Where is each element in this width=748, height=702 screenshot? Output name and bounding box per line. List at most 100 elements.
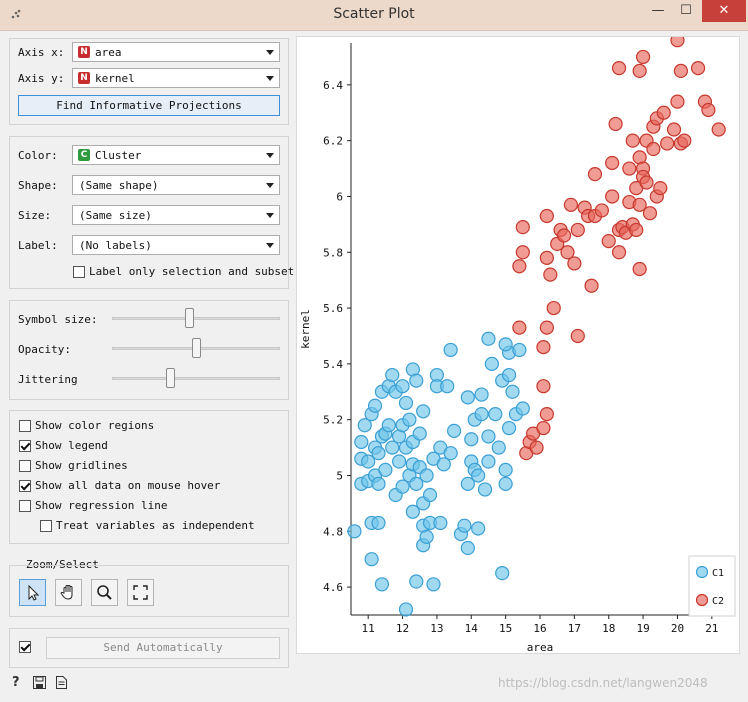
report-icon[interactable]: [56, 676, 67, 689]
data-point-c2: [584, 278, 599, 293]
data-point-c2: [632, 63, 647, 79]
save-icon[interactable]: [33, 676, 46, 689]
data-point-c1: [477, 482, 493, 497]
y-tick-label: 4.8: [323, 525, 343, 538]
treat-variables-independent-checkbox[interactable]: [40, 520, 52, 532]
y-tick-label: 5.4: [323, 358, 343, 371]
show-legend-checkbox[interactable]: [19, 440, 31, 452]
size-label: Size:: [18, 209, 52, 222]
color-value: Cluster: [95, 149, 142, 162]
help-icon[interactable]: ?: [12, 675, 20, 690]
data-point-c1: [446, 423, 462, 438]
data-point-c2: [666, 122, 682, 137]
pan-hand-icon: [60, 585, 73, 600]
data-point-c1: [460, 540, 475, 556]
data-point-c2: [594, 203, 609, 218]
shape-label: Shape:: [18, 179, 58, 192]
y-tick-label: 6.2: [323, 135, 343, 148]
y-tick-label: 5.6: [323, 302, 343, 315]
treat-variables-independent-label: Treat variables as independent: [56, 519, 255, 532]
axis-x-select[interactable]: N area: [72, 42, 280, 62]
send-automatically-button[interactable]: Send Automatically: [46, 637, 280, 659]
x-tick-label: 15: [499, 622, 512, 635]
data-point-c2: [608, 116, 623, 132]
data-point-c1: [385, 367, 400, 383]
data-point-c2: [656, 105, 671, 120]
y-tick-label: 6.4: [323, 79, 343, 92]
data-point-c1: [354, 434, 369, 450]
data-point-c1: [440, 379, 455, 394]
axis-x-label: Axis x:: [18, 46, 65, 59]
categorical-variable-icon: C: [78, 149, 90, 161]
data-point-c2: [539, 250, 554, 265]
data-point-c1: [357, 418, 372, 433]
zoom-tool-button[interactable]: [91, 579, 118, 606]
data-point-c1: [515, 401, 530, 416]
find-informative-projections-button[interactable]: Find Informative Projections: [18, 95, 280, 116]
data-point-c1: [498, 462, 513, 478]
show-color-regions-checkbox[interactable]: [19, 420, 31, 432]
data-point-c2: [529, 440, 544, 455]
data-point-c2: [622, 161, 637, 176]
data-point-c1: [405, 504, 420, 519]
send-automatically-checkbox[interactable]: [19, 641, 31, 653]
x-tick-label: 20: [671, 622, 684, 635]
x-axis-title: area: [527, 641, 554, 653]
y-tick-label: 6: [336, 190, 343, 203]
data-point-c2: [625, 133, 640, 148]
color-select[interactable]: C Cluster: [72, 145, 280, 165]
data-point-c1: [412, 426, 427, 441]
data-point-c2: [642, 206, 658, 221]
reset-zoom-button[interactable]: [127, 579, 154, 606]
opacity-handle[interactable]: [191, 338, 201, 358]
close-button[interactable]: ✕: [702, 0, 746, 22]
show-all-data-on-hover-label: Show all data on mouse hover: [35, 479, 221, 492]
show-gridlines-checkbox[interactable]: [19, 460, 31, 472]
y-tick-label: 4.6: [323, 581, 343, 594]
maximize-button[interactable]: ☐: [680, 3, 692, 18]
jittering-handle[interactable]: [166, 368, 176, 388]
symbol-size-handle[interactable]: [185, 308, 195, 328]
plot-area[interactable]: 11 12 13 14 15 16 17 18 19 20 21 4.6 4.8 5 5.2 5.4 5.6 5.…: [296, 33, 740, 654]
jittering-track[interactable]: [112, 377, 280, 380]
axis-y-label: Axis y:: [18, 72, 65, 85]
data-point-c1: [367, 398, 383, 413]
scatter-plot[interactable]: 11 12 13 14 15 16 17 18 19 20 21 4.6 4.8 5 5.2 5.4 5.6 5.…: [297, 33, 739, 654]
legend-marker-c2: [695, 593, 709, 607]
data-point-c1: [498, 337, 513, 352]
data-point-c1: [409, 476, 424, 491]
color-label: Color:: [18, 149, 58, 162]
show-all-data-on-hover-checkbox[interactable]: [19, 480, 31, 492]
pan-tool-button[interactable]: [55, 579, 82, 606]
show-regression-line-checkbox[interactable]: [19, 500, 31, 512]
data-point-c2: [690, 61, 706, 76]
legend-label-c1: C1: [712, 568, 724, 579]
data-point-c2: [567, 256, 582, 271]
x-tick-label: 11: [362, 622, 375, 635]
chevron-down-icon: [266, 153, 274, 158]
chevron-down-icon: [266, 243, 274, 248]
data-point-c2: [611, 61, 627, 76]
data-point-c1: [501, 367, 517, 383]
chevron-down-icon: [266, 213, 274, 218]
data-point-c2: [629, 222, 644, 238]
shape-select[interactable]: (Same shape): [72, 175, 280, 195]
zoom-select-panel: [9, 565, 289, 617]
label-select[interactable]: (No labels): [72, 235, 280, 255]
data-point-c2: [536, 379, 551, 394]
minimize-button[interactable]: —: [651, 3, 665, 18]
zoom-select-title: Zoom/Select: [26, 558, 99, 571]
data-point-c1: [409, 373, 424, 388]
data-point-c2: [646, 141, 661, 157]
axis-y-select[interactable]: N kernel: [72, 68, 280, 88]
label-only-selection-checkbox[interactable]: [73, 266, 85, 278]
select-tool-button[interactable]: [19, 579, 46, 606]
zoom-magnifier-icon: [97, 585, 112, 600]
size-select[interactable]: (Same size): [72, 205, 280, 225]
data-point-c1: [392, 454, 407, 469]
data-point-c1: [409, 574, 424, 589]
data-point-c1: [443, 446, 458, 461]
size-value: (Same size): [79, 209, 152, 222]
symbol-size-track[interactable]: [112, 317, 280, 320]
data-point-c1: [457, 518, 472, 533]
